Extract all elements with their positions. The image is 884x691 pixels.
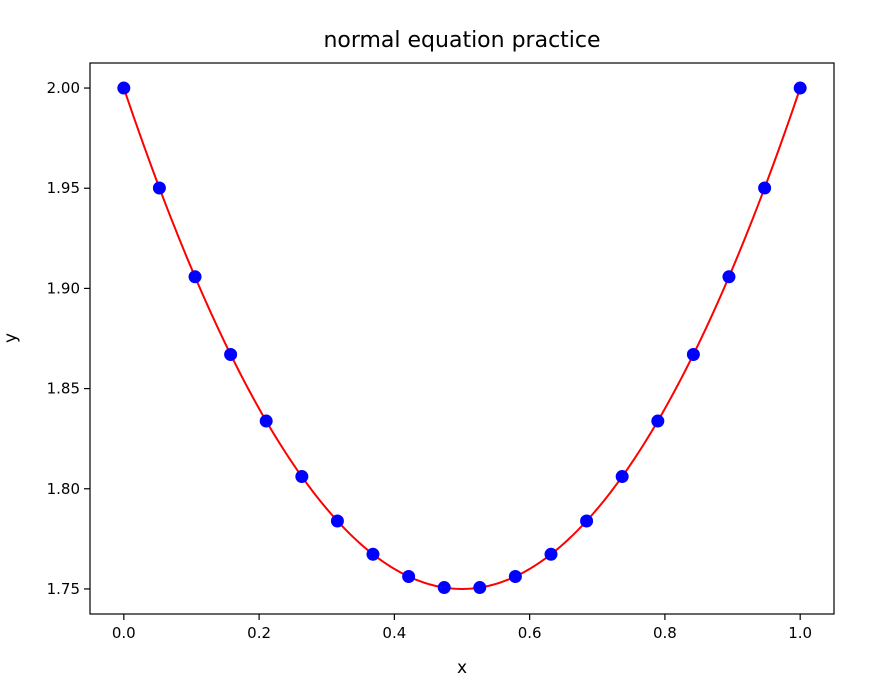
y-axis-title: y <box>1 333 21 343</box>
x-tick-label: 0.8 <box>653 624 677 642</box>
x-tick-label: 1.0 <box>788 624 812 642</box>
x-axis-title: x <box>457 658 467 678</box>
fit-line-layer <box>122 87 802 590</box>
data-point <box>224 348 238 362</box>
plot-area <box>90 63 834 614</box>
data-point <box>402 570 416 584</box>
data-point <box>722 270 736 284</box>
data-point <box>686 348 700 362</box>
y-tick-label: 1.75 <box>47 580 80 598</box>
y-tick-label: 1.80 <box>47 480 80 498</box>
axes-frame <box>89 62 835 615</box>
data-point <box>295 470 309 484</box>
y-tick-label: 2.00 <box>47 79 80 97</box>
data-point <box>330 514 344 528</box>
x-tick-label: 0.0 <box>112 624 136 642</box>
x-tick-label: 0.4 <box>382 624 406 642</box>
data-point <box>437 581 451 595</box>
y-tick-label: 1.90 <box>47 279 80 297</box>
data-point <box>508 570 522 584</box>
x-tick-label: 0.2 <box>247 624 271 642</box>
data-point <box>117 81 131 95</box>
data-point <box>580 514 594 528</box>
data-point <box>366 547 380 561</box>
data-point <box>473 581 487 595</box>
y-tick-label: 1.85 <box>47 380 80 398</box>
y-tick-label: 1.95 <box>47 179 80 197</box>
chart-title: normal equation practice <box>323 28 600 53</box>
data-point <box>544 547 558 561</box>
data-point <box>152 181 166 195</box>
data-points-layer <box>117 81 807 595</box>
x-tick-label: 0.6 <box>518 624 542 642</box>
data-point <box>758 181 772 195</box>
data-point <box>259 414 273 428</box>
data-point <box>651 414 665 428</box>
data-point <box>793 81 807 95</box>
axes: 0.0 0.2 0.4 0.6 0.8 1.0 1.75 1.80 1.85 1.90 1.95 2.… <box>47 62 835 642</box>
plot-background <box>90 63 834 614</box>
data-point <box>615 470 629 484</box>
fit-line <box>122 87 802 590</box>
data-point <box>188 270 202 284</box>
